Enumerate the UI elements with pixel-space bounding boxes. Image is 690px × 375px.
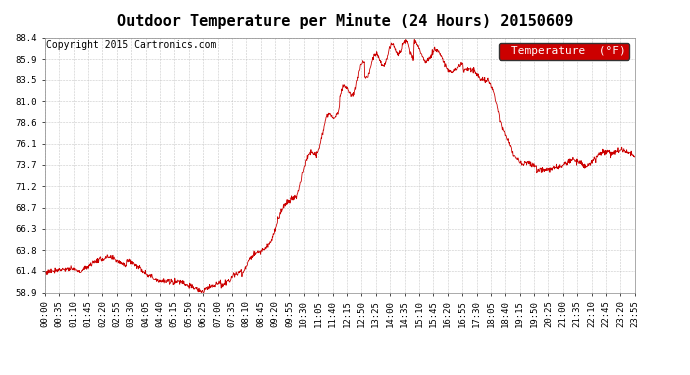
Text: Outdoor Temperature per Minute (24 Hours) 20150609: Outdoor Temperature per Minute (24 Hours…	[117, 13, 573, 29]
Text: Copyright 2015 Cartronics.com: Copyright 2015 Cartronics.com	[46, 40, 217, 50]
Legend: Temperature  (°F): Temperature (°F)	[499, 43, 629, 60]
